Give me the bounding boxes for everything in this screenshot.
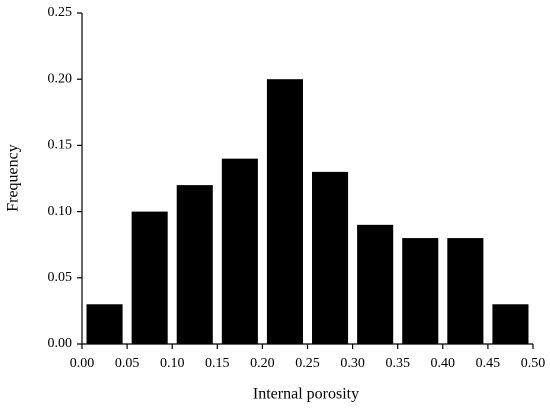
x-axis-label: Internal porosity [253,386,359,403]
bar [131,211,168,344]
x-tick-label: 0.25 [295,356,320,371]
bar [447,238,484,344]
x-tick-label: 0.05 [115,356,140,371]
x-tick-label: 0.50 [521,356,546,371]
y-tick-label: 0.25 [48,5,73,20]
bar [86,304,123,344]
y-tick-label: 0.00 [48,336,73,351]
x-tick-label: 0.45 [476,356,501,371]
y-axis-label: Frequency [5,144,22,212]
x-tick-label: 0.40 [431,356,456,371]
x-tick-label: 0.35 [385,356,410,371]
bar [492,304,529,344]
y-tick-label: 0.05 [48,270,73,285]
bar [357,224,394,344]
x-tick-label: 0.30 [340,356,365,371]
bar [402,238,439,344]
bar [266,79,303,344]
x-tick-label: 0.15 [205,356,230,371]
y-tick-label: 0.10 [48,204,73,219]
x-tick-label: 0.10 [160,356,185,371]
bar [221,158,258,344]
y-tick-label: 0.15 [48,138,73,153]
bar [312,171,349,344]
y-tick-label: 0.20 [48,71,73,86]
x-tick-label: 0.00 [70,356,95,371]
bar [176,185,213,344]
x-tick-label: 0.20 [250,356,275,371]
